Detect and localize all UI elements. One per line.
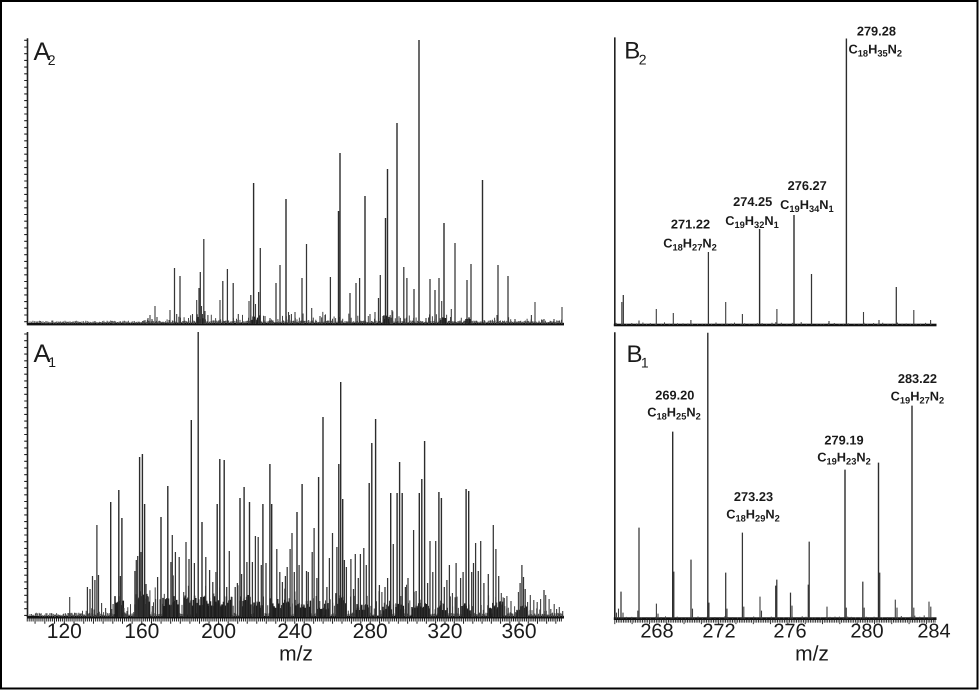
svg-text:284: 284 [917, 620, 950, 642]
svg-text:C19​H27​N2​: C19​H27​N2​ [891, 389, 945, 406]
svg-text:279.28: 279.28 [857, 24, 896, 39]
svg-text:268: 268 [640, 620, 673, 642]
svg-text:240: 240 [277, 620, 312, 643]
svg-text:1: 1 [48, 354, 56, 370]
svg-text:m/z: m/z [279, 643, 313, 666]
svg-text:276: 276 [773, 620, 806, 642]
svg-text:A: A [34, 340, 51, 368]
svg-text:B: B [627, 341, 643, 368]
svg-text:C19​H32​N1​: C19​H32​N1​ [725, 213, 779, 230]
svg-text:200: 200 [201, 620, 236, 643]
svg-text:272: 272 [702, 620, 735, 642]
svg-text:2: 2 [639, 52, 647, 68]
svg-text:A: A [34, 38, 51, 66]
svg-text:280: 280 [353, 620, 388, 643]
svg-text:B: B [624, 38, 640, 65]
svg-text:160: 160 [124, 620, 159, 643]
svg-text:269.20: 269.20 [655, 388, 694, 403]
svg-text:273.23: 273.23 [734, 489, 773, 504]
svg-text:m/z: m/z [795, 643, 829, 666]
svg-text:274.25: 274.25 [733, 194, 772, 209]
svg-text:1: 1 [641, 355, 649, 371]
svg-text:360: 360 [502, 620, 537, 643]
svg-text:C18​H35​N2​: C18​H35​N2​ [848, 42, 902, 59]
svg-text:280: 280 [850, 620, 883, 642]
svg-text:120: 120 [47, 620, 82, 643]
svg-text:320: 320 [427, 620, 462, 643]
svg-text:271.22: 271.22 [671, 217, 710, 232]
svg-text:276.27: 276.27 [788, 178, 827, 193]
svg-text:C18​H27​N2​: C18​H27​N2​ [663, 236, 717, 253]
svg-text:279.19: 279.19 [824, 433, 863, 448]
svg-text:C18​H25​N2​: C18​H25​N2​ [647, 405, 701, 422]
svg-text:C19​H34​N1​: C19​H34​N1​ [780, 197, 834, 214]
svg-text:C19​H23​N2​: C19​H23​N2​ [817, 450, 871, 467]
svg-text:2: 2 [48, 52, 56, 68]
svg-text:C18​H29​N2​: C18​H29​N2​ [726, 507, 780, 524]
svg-text:283.22: 283.22 [898, 371, 937, 386]
